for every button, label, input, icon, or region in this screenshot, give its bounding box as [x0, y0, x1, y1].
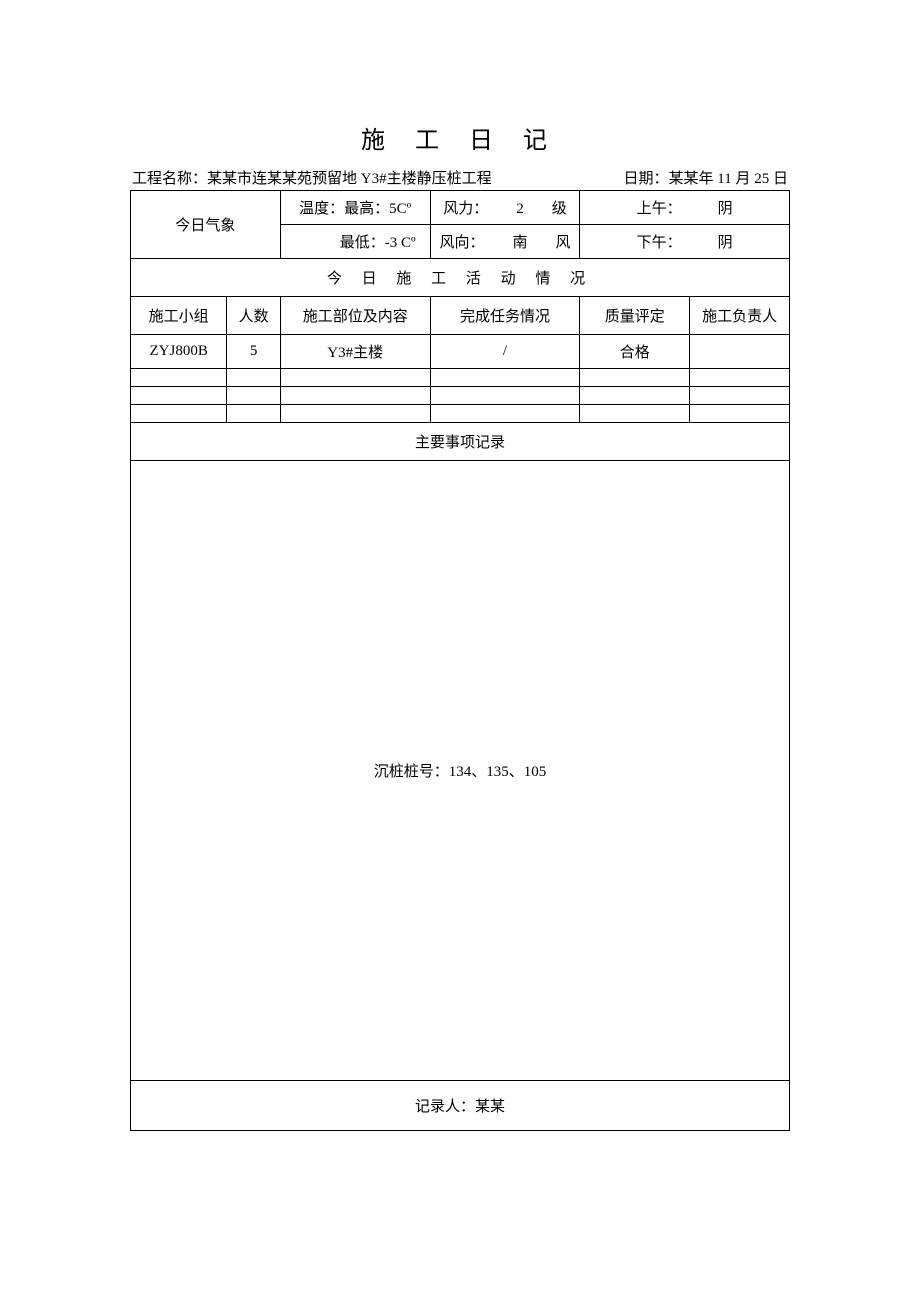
- cell-task: [430, 387, 580, 405]
- temp-low-label: 最低：: [340, 235, 385, 251]
- weather-label: 今日气象: [131, 191, 281, 259]
- date-label: 日期：: [624, 171, 669, 187]
- pm-label: 下午：: [637, 235, 682, 251]
- project-name: 某某市连某某苑预留地 Y3#主楼静压桩工程: [207, 171, 492, 187]
- page-title: 施 工 日 记: [130, 120, 790, 155]
- cell-quality: [580, 405, 690, 423]
- table-row: ZYJ800B 5 Y3#主楼 / 合格: [131, 335, 790, 369]
- temp-label: 温度：: [299, 201, 344, 217]
- col-owner: 施工负责人: [690, 297, 790, 335]
- recorder-label: 记录人：: [415, 1099, 475, 1115]
- wind-dir-unit: 风: [555, 235, 570, 251]
- cell-count: 5: [227, 335, 281, 369]
- cell-quality: 合格: [580, 335, 690, 369]
- temp-high-value: 5Cº: [389, 201, 411, 217]
- temp-low-value: -3 Cº: [385, 235, 416, 251]
- cell-group: [131, 387, 227, 405]
- table-row: [131, 387, 790, 405]
- wind-force-cell: 风力： 2 级: [430, 191, 580, 225]
- project-label: 工程名称：: [132, 171, 207, 187]
- cell-group: [131, 405, 227, 423]
- cell-task: [430, 369, 580, 387]
- col-quality: 质量评定: [580, 297, 690, 335]
- recorder-name: 某某: [475, 1099, 505, 1115]
- pm-value: 阴: [718, 235, 733, 251]
- cell-owner: [690, 335, 790, 369]
- col-count: 人数: [227, 297, 281, 335]
- temp-high-cell: 温度：最高：5Cº: [280, 191, 430, 225]
- wind-force-value: 2: [516, 201, 524, 217]
- cell-count: [227, 369, 281, 387]
- cell-count: [227, 405, 281, 423]
- cell-group: ZYJ800B: [131, 335, 227, 369]
- am-label: 上午：: [637, 201, 682, 217]
- cell-part: [280, 387, 430, 405]
- cell-quality: [580, 387, 690, 405]
- pm-cell: 下午： 阴: [580, 225, 790, 259]
- cell-owner: [690, 387, 790, 405]
- cell-count: [227, 387, 281, 405]
- table-row: [131, 405, 790, 423]
- header-line: 工程名称：某某市连某某苑预留地 Y3#主楼静压桩工程 日期：某某年 11 月 2…: [130, 167, 790, 188]
- col-group: 施工小组: [131, 297, 227, 335]
- cell-task: /: [430, 335, 580, 369]
- col-part: 施工部位及内容: [280, 297, 430, 335]
- wind-dir-label: 风向：: [439, 235, 484, 251]
- cell-owner: [690, 369, 790, 387]
- wind-dir-cell: 风向： 南 风: [430, 225, 580, 259]
- cell-quality: [580, 369, 690, 387]
- cell-part: [280, 369, 430, 387]
- cell-task: [430, 405, 580, 423]
- notes-body: 沉桩桩号：134、135、105: [131, 461, 790, 1081]
- am-cell: 上午： 阴: [580, 191, 790, 225]
- recorder-row: 记录人：某某: [131, 1081, 790, 1131]
- cell-part: Y3#主楼: [280, 335, 430, 369]
- table-row: [131, 369, 790, 387]
- wind-force-label: 风力：: [443, 201, 488, 217]
- construction-log-table: 今日气象 温度：最高：5Cº 风力：2级 上午：阴 温度：最低：-3 Cº 风向…: [130, 190, 790, 1131]
- am-value: 阴: [718, 201, 733, 217]
- cell-group: [131, 369, 227, 387]
- wind-dir-value: 南: [512, 235, 527, 251]
- col-task: 完成任务情况: [430, 297, 580, 335]
- cell-owner: [690, 405, 790, 423]
- temp-high-label: 最高：: [344, 201, 389, 217]
- date-value: 某某年 11 月 25 日: [669, 171, 788, 187]
- notes-title: 主要事项记录: [131, 423, 790, 461]
- wind-force-unit: 级: [552, 201, 567, 217]
- cell-part: [280, 405, 430, 423]
- temp-low-cell: 温度：最低：-3 Cº: [280, 225, 430, 259]
- activity-section-title: 今 日 施 工 活 动 情 况: [131, 259, 790, 297]
